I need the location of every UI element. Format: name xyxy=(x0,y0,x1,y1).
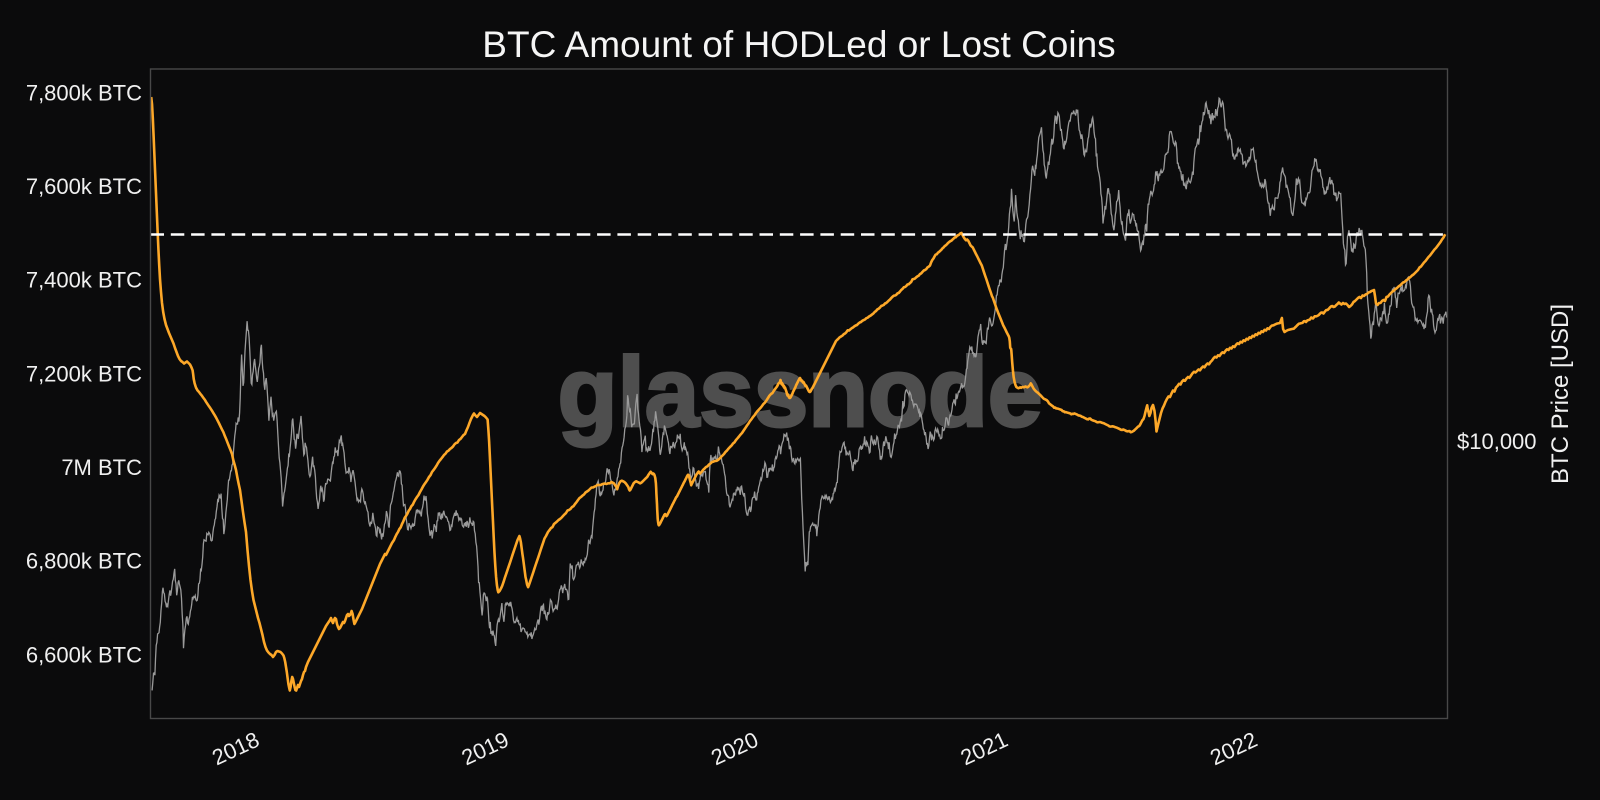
svg-text:7,400k BTC: 7,400k BTC xyxy=(26,268,142,293)
svg-text:BTC Price [USD]: BTC Price [USD] xyxy=(1547,304,1574,484)
svg-text:glassnode: glassnode xyxy=(558,337,1043,447)
svg-text:7,800k BTC: 7,800k BTC xyxy=(26,80,142,105)
svg-text:6,800k BTC: 6,800k BTC xyxy=(26,549,142,574)
svg-text:6,600k BTC: 6,600k BTC xyxy=(26,642,142,667)
svg-text:BTC Amount of HODLed or Lost C: BTC Amount of HODLed or Lost Coins xyxy=(482,24,1115,65)
svg-text:7,200k BTC: 7,200k BTC xyxy=(26,361,142,386)
svg-text:$10,000: $10,000 xyxy=(1457,429,1537,454)
svg-text:7,600k BTC: 7,600k BTC xyxy=(26,174,142,199)
svg-text:7M BTC: 7M BTC xyxy=(61,455,142,480)
